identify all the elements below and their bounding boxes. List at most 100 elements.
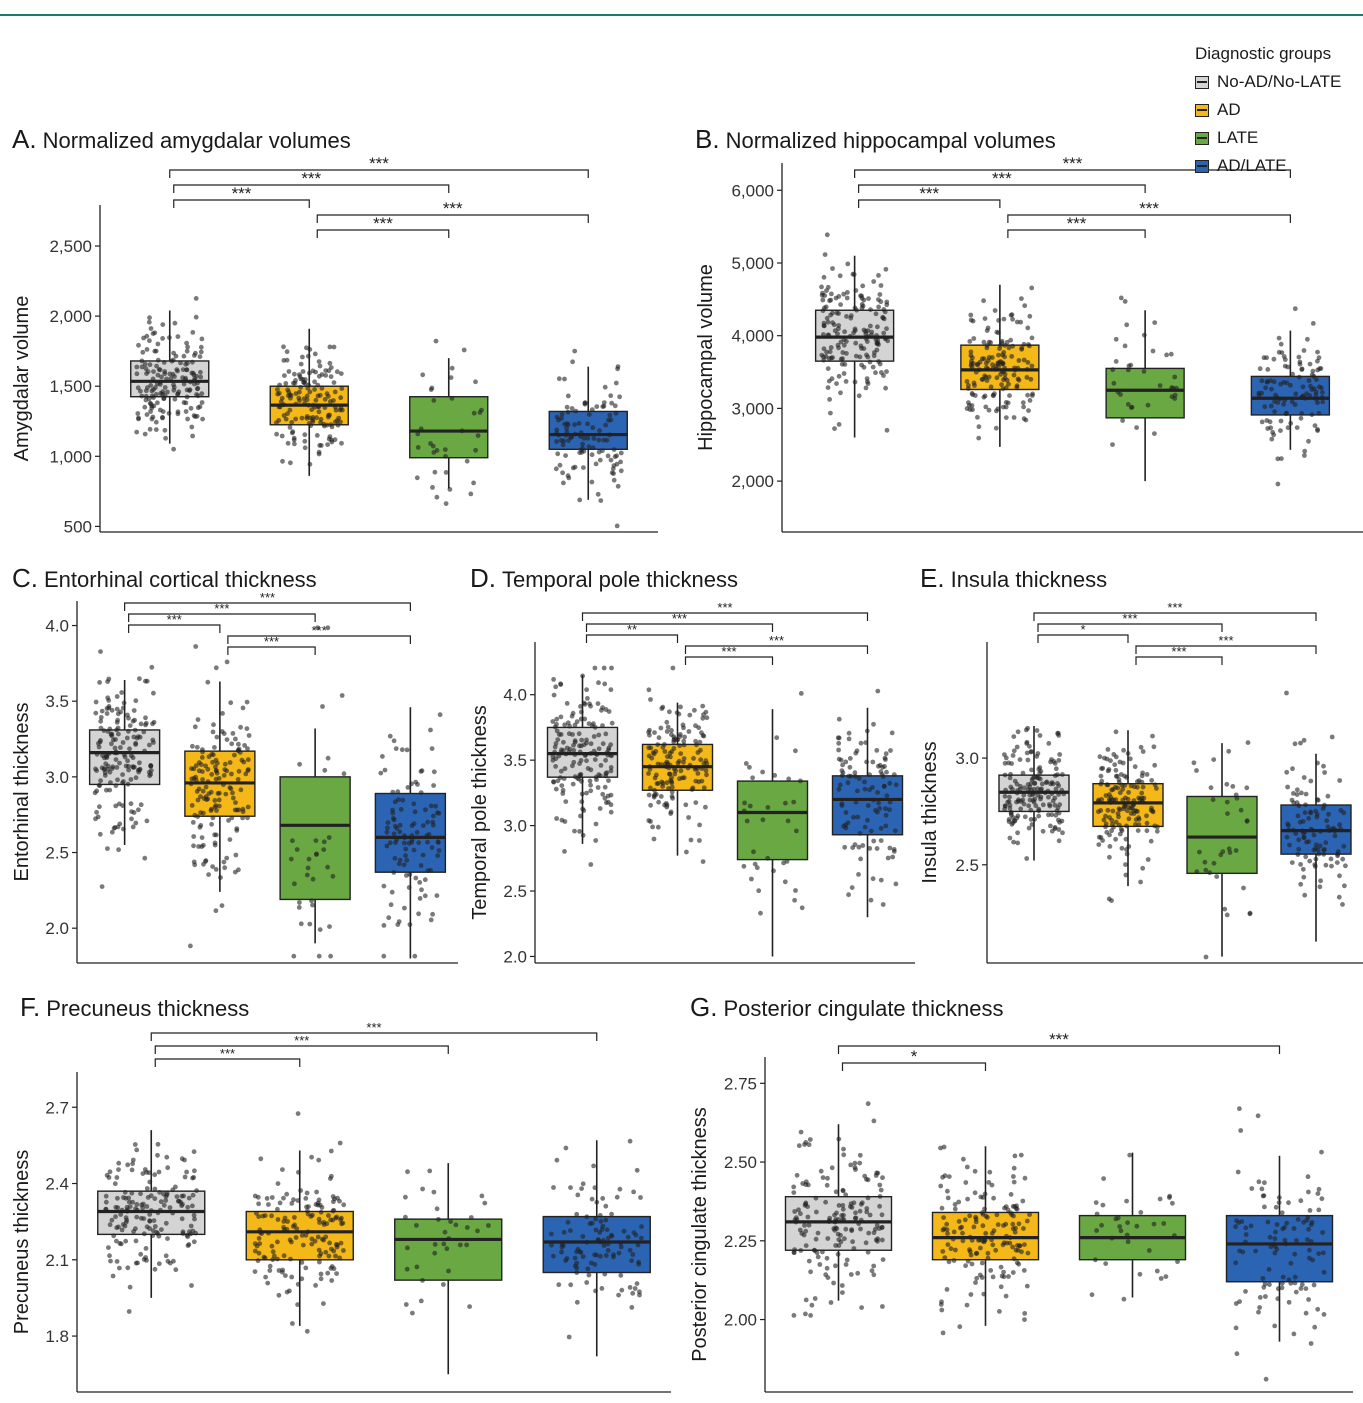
data-point xyxy=(185,1204,191,1210)
data-point xyxy=(1233,848,1239,853)
data-point xyxy=(560,787,566,793)
data-point xyxy=(1035,792,1041,798)
data-point xyxy=(332,437,338,443)
data-point xyxy=(185,416,191,422)
data-point xyxy=(1261,1193,1267,1198)
legend-label-no-ad-no-late: No-AD/No-LATE xyxy=(1217,72,1342,91)
data-point xyxy=(332,389,338,395)
data-point xyxy=(584,1214,590,1220)
data-point xyxy=(1335,853,1340,859)
data-point xyxy=(803,1297,809,1303)
data-point xyxy=(982,1206,987,1212)
data-point xyxy=(1241,885,1246,891)
data-point xyxy=(152,1172,158,1178)
y-tick-label: 1.8 xyxy=(45,1327,69,1346)
data-point xyxy=(1002,793,1008,799)
data-point xyxy=(147,1218,153,1224)
data-point xyxy=(291,437,297,443)
data-point xyxy=(194,744,200,750)
data-point xyxy=(148,763,154,768)
data-point xyxy=(615,366,620,372)
data-point xyxy=(256,1236,262,1241)
bracket-line xyxy=(1135,656,1223,665)
data-point xyxy=(580,806,585,812)
data-point xyxy=(1125,751,1131,756)
data-point xyxy=(390,789,396,795)
data-point xyxy=(1014,815,1020,821)
data-point xyxy=(188,405,194,411)
data-point xyxy=(593,1216,599,1222)
data-point xyxy=(1060,772,1065,777)
data-point xyxy=(409,833,415,838)
data-point xyxy=(281,1253,287,1259)
significance-bracket: *** xyxy=(124,590,411,611)
box-ad xyxy=(245,1111,354,1334)
data-point xyxy=(208,789,214,795)
data-point xyxy=(1112,762,1118,768)
data-point xyxy=(279,395,285,401)
data-point xyxy=(388,902,394,908)
data-point xyxy=(457,1242,463,1248)
data-point xyxy=(1059,787,1065,793)
data-point xyxy=(843,1226,849,1232)
data-point xyxy=(592,724,598,730)
data-point xyxy=(420,1186,425,1192)
data-point xyxy=(656,799,661,805)
data-point xyxy=(430,911,435,917)
data-point xyxy=(652,787,657,793)
panel-letter: A. xyxy=(12,124,37,154)
data-point xyxy=(1304,1217,1310,1223)
data-point xyxy=(560,442,566,448)
data-point xyxy=(338,419,343,425)
data-point xyxy=(684,849,689,855)
data-point xyxy=(1124,851,1130,857)
data-point xyxy=(310,419,316,425)
data-point xyxy=(1323,840,1329,846)
data-point xyxy=(1301,737,1307,743)
box-no-ad-no-late xyxy=(814,232,895,438)
data-point xyxy=(1152,431,1157,436)
data-point xyxy=(114,1259,120,1264)
data-point xyxy=(803,1243,809,1248)
data-point xyxy=(1128,362,1134,368)
data-point xyxy=(327,924,332,929)
data-point xyxy=(664,719,670,725)
data-point xyxy=(572,828,577,834)
data-point xyxy=(988,1268,994,1273)
data-point xyxy=(1113,729,1119,735)
data-point xyxy=(195,393,201,399)
data-point xyxy=(434,893,440,898)
data-point xyxy=(857,1152,863,1158)
data-point xyxy=(269,1243,275,1249)
data-point xyxy=(841,1146,846,1152)
data-point xyxy=(317,363,323,369)
data-point xyxy=(1011,748,1017,754)
box-no-ad-no-late xyxy=(130,296,210,452)
data-point xyxy=(183,400,189,406)
data-point xyxy=(185,344,191,350)
data-point xyxy=(884,299,890,305)
data-point xyxy=(574,1299,580,1305)
data-point xyxy=(990,1274,996,1280)
data-point xyxy=(193,296,199,301)
data-point xyxy=(285,387,291,393)
data-point xyxy=(114,694,120,699)
data-point xyxy=(431,783,436,788)
data-point xyxy=(865,1195,871,1201)
data-point xyxy=(973,1219,979,1225)
data-point xyxy=(151,719,157,725)
data-point xyxy=(1298,862,1303,867)
data-point xyxy=(1320,806,1326,811)
data-point xyxy=(155,1152,160,1158)
data-point xyxy=(1136,822,1142,827)
data-point xyxy=(1295,1217,1301,1222)
significance-bracket: *** xyxy=(1135,644,1223,665)
data-point xyxy=(304,415,310,421)
data-point xyxy=(1296,846,1302,852)
data-point xyxy=(165,1165,171,1171)
data-point xyxy=(863,331,869,337)
data-point xyxy=(893,881,899,887)
data-point xyxy=(315,382,321,388)
data-point xyxy=(396,797,401,803)
data-point xyxy=(843,759,849,765)
